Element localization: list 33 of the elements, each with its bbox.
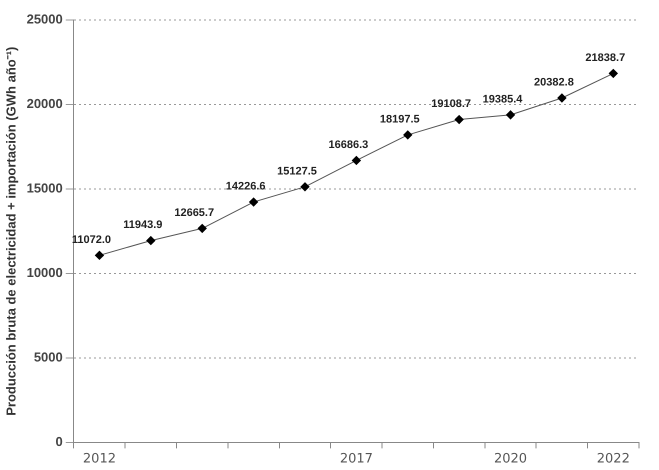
data-label: 12665.7 — [174, 206, 214, 219]
x-tick-label: 2020 — [494, 452, 528, 467]
y-tick-label: 10000 — [26, 265, 63, 280]
data-label: 21838.7 — [585, 52, 626, 64]
point — [403, 130, 412, 140]
point — [506, 110, 516, 120]
point — [608, 68, 618, 78]
data-label: 18197.5 — [380, 113, 420, 126]
y-tick-label: 0 — [56, 434, 63, 449]
data-label: 20382.8 — [534, 76, 574, 89]
point — [300, 182, 310, 192]
point — [352, 156, 361, 165]
data-label: 15127.5 — [277, 165, 317, 178]
point — [249, 198, 258, 207]
data-label: 14226.6 — [226, 180, 266, 193]
x-tick-label: 2017 — [340, 452, 373, 467]
data-label: 16686.3 — [328, 139, 368, 151]
x-tick-label: 2022 — [596, 452, 630, 467]
data-label: 19385.4 — [482, 93, 524, 106]
y-axis-title: Producción bruta de electricidad + importación (GWh año⁻¹) — [3, 46, 18, 416]
x-tick-label: 2012 — [82, 452, 116, 467]
data-label: 11943.9 — [123, 219, 162, 232]
data-label: 19108.7 — [431, 98, 472, 110]
point — [557, 94, 566, 103]
point — [198, 224, 207, 233]
y-tick-label: 15000 — [26, 180, 63, 196]
point — [146, 236, 156, 246]
y-tick-label: 5000 — [34, 350, 63, 364]
point — [94, 250, 104, 260]
data-label: 11072.0 — [72, 234, 112, 246]
point — [454, 115, 464, 124]
y-tick-label: 25000 — [26, 12, 63, 27]
y-tick-label: 20000 — [26, 96, 63, 112]
